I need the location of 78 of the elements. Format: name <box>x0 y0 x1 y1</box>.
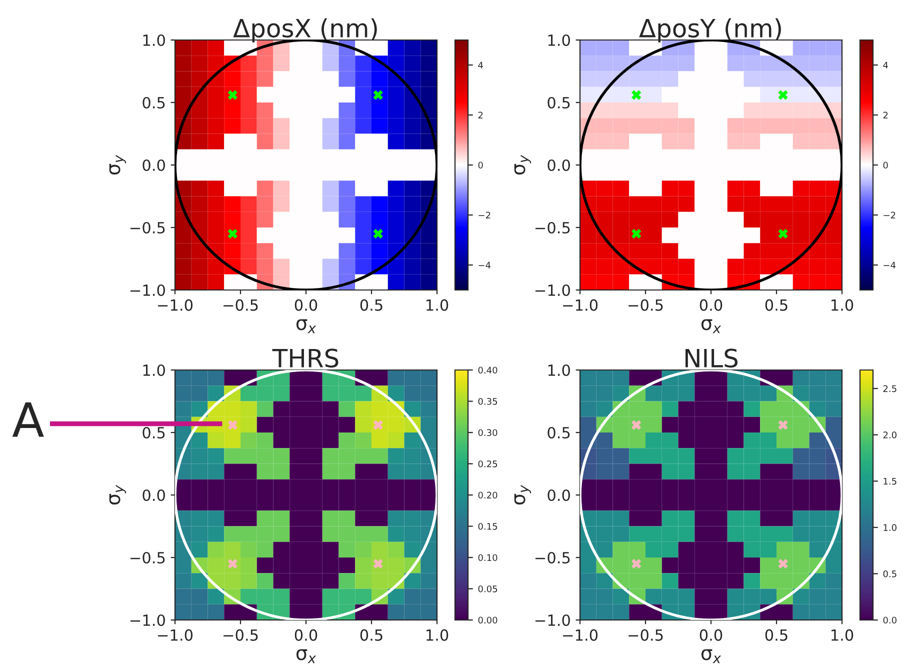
x-tick-label: 1.0 <box>426 629 448 641</box>
x-tick-label: 1.0 <box>832 299 854 311</box>
x-tick-label: 0.5 <box>765 629 788 641</box>
y-tick-label: −0.5 <box>535 222 570 234</box>
y-tick-label: −0.5 <box>130 222 165 234</box>
y-tick-label: −0.5 <box>535 552 570 564</box>
color-bar-label: 0.40 <box>478 366 498 374</box>
x-tick-label: −0.5 <box>224 299 258 311</box>
color-bar-label: 4 <box>883 62 888 68</box>
color-bar-label: 0.30 <box>478 429 498 436</box>
color-bar-label: −4 <box>884 262 896 268</box>
y-axis-title: σ$_{y}$ <box>109 484 126 505</box>
color-bar-label: 2.0 <box>883 432 896 438</box>
y-axis-title: σ$_{y}$ <box>109 154 126 175</box>
color-bar-label: 2 <box>883 112 888 118</box>
y-tick-label: 1.0 <box>548 34 570 46</box>
x-axis-title: σ$_{x}$ <box>701 649 722 664</box>
y-tick-label: 0.0 <box>548 489 570 502</box>
color-bar-label: 0 <box>478 162 483 169</box>
x-tick-label: 0.5 <box>765 299 788 311</box>
chart-title: THRS <box>272 348 338 368</box>
color-bar-label: 1.0 <box>884 524 896 531</box>
color-bar-label: 2.5 <box>883 385 896 392</box>
y-axis-title: σ$_{y}$ <box>514 154 532 175</box>
x-tick-label: −0.5 <box>628 629 663 641</box>
chart-title: NILS <box>686 348 738 368</box>
x-axis-title: σ$_{x}$ <box>701 319 722 334</box>
y-tick-label: 1.0 <box>143 34 165 46</box>
chart-title: ΔposX (nm) <box>233 18 377 42</box>
x-tick-label: −1.0 <box>158 629 193 641</box>
x-tick-label: 1.0 <box>426 299 448 311</box>
y-tick-label: 0.5 <box>548 96 570 109</box>
y-tick-label: −1.0 <box>130 284 165 296</box>
y-tick-label: 0.5 <box>142 96 165 109</box>
y-tick-label: 0.0 <box>548 159 570 172</box>
chart-title: ΔposY (nm) <box>639 18 781 42</box>
color-bar-label: −2 <box>884 212 896 218</box>
color-bar-label: 0.25 <box>478 460 498 468</box>
color-bar-label: −2 <box>478 212 490 218</box>
color-bar-label: 0.20 <box>478 492 498 499</box>
color-bar-label: 2 <box>478 112 483 118</box>
color-bar-label: 0.10 <box>478 554 498 562</box>
color-bar-label: 0.05 <box>478 585 498 592</box>
x-tick-label: 1.0 <box>832 629 854 641</box>
y-tick-label: 0.0 <box>142 159 165 172</box>
y-axis-title: σ$_{y}$ <box>514 484 532 505</box>
x-tick-label: −1.0 <box>158 299 193 311</box>
color-bar-label: 0.5 <box>883 570 896 578</box>
color-bar-label: 0 <box>883 162 888 169</box>
y-tick-label: 0.5 <box>548 426 570 439</box>
y-tick-label: 1.0 <box>548 364 570 376</box>
y-tick-label: −1.0 <box>130 614 165 626</box>
color-bar-label: 4 <box>478 62 483 68</box>
y-tick-label: −0.5 <box>130 552 165 564</box>
y-tick-label: −1.0 <box>535 614 570 626</box>
color-bar-label: 0.0 <box>883 616 896 624</box>
x-tick-label: −1.0 <box>563 629 598 641</box>
x-tick-label: 0.0 <box>700 629 722 641</box>
x-tick-label: 0.0 <box>294 299 318 311</box>
text: A <box>12 402 44 437</box>
x-axis-title: σ$_{x}$ <box>296 649 316 664</box>
x-tick-label: −0.5 <box>628 299 663 311</box>
x-tick-label: 0.0 <box>700 299 722 311</box>
x-tick-label: 0.5 <box>360 299 382 311</box>
y-tick-label: −1.0 <box>535 284 570 296</box>
x-tick-label: 0.0 <box>294 629 318 641</box>
x-axis-title: σ$_{x}$ <box>296 319 316 334</box>
y-tick-label: 0.5 <box>142 426 165 439</box>
y-tick-label: 1.0 <box>143 364 165 376</box>
color-bar-label: 0.15 <box>478 522 498 530</box>
color-bar-label: 1.5 <box>884 478 896 485</box>
x-tick-label: −1.0 <box>563 299 598 311</box>
y-tick-label: 0.0 <box>142 489 165 502</box>
color-bar-label: 0.00 <box>478 616 498 624</box>
color-bar-label: −4 <box>478 262 491 268</box>
x-tick-label: 0.5 <box>360 629 382 641</box>
x-tick-label: −0.5 <box>224 629 258 641</box>
color-bar-label: 0.35 <box>478 398 498 405</box>
